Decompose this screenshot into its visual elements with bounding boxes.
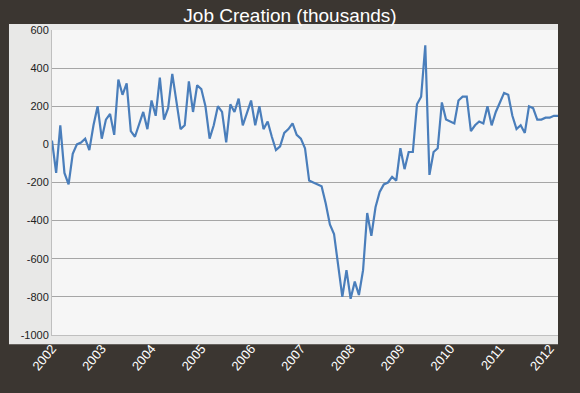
svg-text:2010: 2010 [427,342,457,374]
svg-text:-1000: -1000 [21,329,49,341]
svg-text:2012: 2012 [527,342,557,374]
svg-text:2011: 2011 [478,342,507,373]
svg-text:2006: 2006 [228,342,258,374]
svg-text:2003: 2003 [79,342,109,374]
svg-text:-600: -600 [27,253,49,265]
svg-text:-200: -200 [27,176,49,188]
svg-text:200: 200 [30,100,48,112]
svg-text:2002: 2002 [29,342,59,374]
svg-text:-400: -400 [27,214,49,226]
svg-text:2008: 2008 [328,342,358,374]
svg-text:0: 0 [43,138,49,150]
svg-text:400: 400 [30,62,48,74]
svg-text:2009: 2009 [378,342,408,374]
svg-text:2005: 2005 [179,342,209,374]
svg-text:-800: -800 [27,291,49,303]
svg-text:600: 600 [30,24,48,36]
svg-text:2007: 2007 [278,342,308,374]
svg-text:2004: 2004 [129,342,159,374]
svg-text:Job Creation (thousands): Job Creation (thousands) [183,5,396,26]
